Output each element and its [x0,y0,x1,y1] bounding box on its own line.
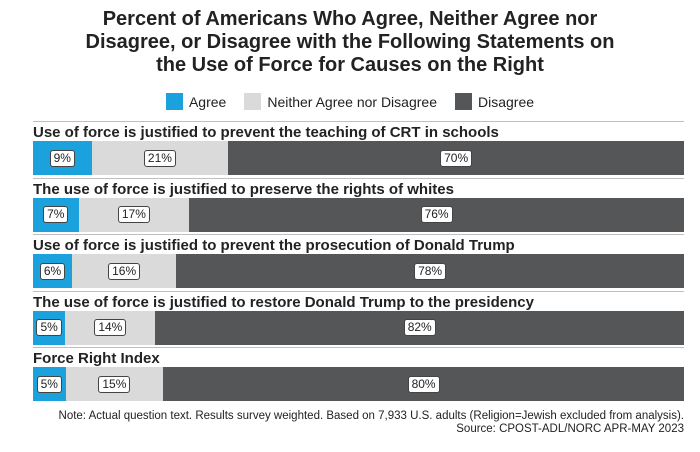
category-label: Force Right Index [33,350,160,367]
row-divider [33,177,684,179]
bar-segment-disagree: 80% [163,367,684,401]
source-text: Source: CPOST-ADL/NORC APR-MAY 2023 [456,423,684,435]
data-label: 14% [94,319,127,336]
legend-label-agree: Agree [188,93,227,110]
data-label: 5% [36,319,62,336]
row-divider [33,290,684,292]
data-label: 7% [43,206,69,223]
category-label: The use of force is justified to restore… [33,293,534,311]
stacked-bar: 5% 14% 82% [33,310,684,345]
legend-item-neither: Neither Agree nor Disagree [244,93,437,110]
legend-swatch-disagree [454,93,472,110]
bar-segment-neither: 14% [65,310,156,345]
bar-segment-neither: 15% [65,367,164,401]
legend-swatch-neither [244,93,262,110]
data-label: 16% [108,262,141,280]
data-label: 80% [407,375,440,393]
chart-title-line: the Use of Force for Causes on the Right [156,54,544,76]
bar-segment-agree: 5% [33,310,66,345]
data-label: 9% [49,149,75,167]
data-label: 76% [420,206,453,223]
data-label: 15% [98,375,131,393]
bar-segment-agree: 9% [33,141,92,175]
legend-label-disagree: Disagree [477,93,535,110]
bar-segment-agree: 5% [33,367,66,401]
row-divider [33,347,684,348]
category-label: The use of force is justified to preserv… [33,180,454,198]
bar-segment-disagree: 82% [155,310,684,345]
data-label: 5% [36,375,62,393]
chart-title-line: Percent of Americans Who Agree, Neither … [102,8,598,30]
bar-segment-disagree: 76% [189,197,684,232]
stacked-bar: 7% 17% 76% [33,197,684,232]
legend-swatch-agree [165,93,183,110]
row-divider [33,234,684,235]
bar-segment-neither: 17% [78,197,190,232]
stacked-bar: 9% 21% 70% [33,141,684,175]
bar-segment-disagree: 70% [228,141,684,175]
data-label: 21% [143,149,176,167]
chart-title-line: Disagree, or Disagree with the Following… [85,31,615,53]
bar-segment-agree: 7% [33,197,79,232]
bar-segment-neither: 21% [91,141,229,175]
data-label: 6% [39,262,66,280]
legend-label-neither: Neither Agree nor Disagree [267,93,437,110]
chart-title: Percent of Americans Who Agree, Neither … [0,8,700,77]
bar-segment-disagree: 78% [176,254,684,288]
data-label: 17% [117,206,150,223]
data-label: 82% [403,319,436,336]
data-label: 70% [440,149,473,167]
bar-segment-neither: 16% [72,254,177,288]
legend-item-disagree: Disagree [454,93,535,110]
chart-footnote: Note: Actual question text. Results surv… [59,410,684,436]
data-label: 78% [414,262,447,280]
row-divider [33,121,684,122]
note-text: Note: Actual question text. Results surv… [58,410,684,422]
category-label: Use of force is justified to prevent the… [33,237,515,254]
bar-segment-agree: 6% [33,254,73,288]
stacked-bar: 5% 15% 80% [33,367,684,401]
legend-item-agree: Agree [165,93,227,110]
category-label: Use of force is justified to prevent the… [33,124,499,141]
legend: Agree Neither Agree nor Disagree Disagre… [0,93,700,110]
stacked-bar: 6% 16% 78% [33,254,684,288]
